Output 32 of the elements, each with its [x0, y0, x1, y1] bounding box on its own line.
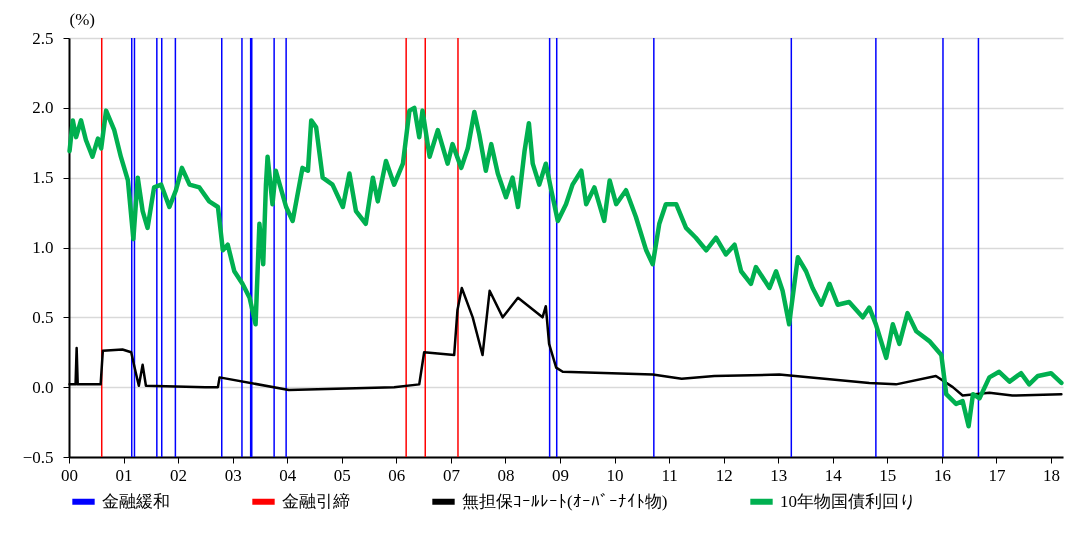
y-tick-label: 1.5 — [32, 168, 54, 188]
ref-line-label: 金融緩和 — [102, 491, 170, 511]
x-tick-label: 06 — [388, 465, 406, 485]
x-tick-label: 18 — [1043, 465, 1060, 485]
y-tick-label: 2.0 — [32, 98, 54, 118]
line-series — [67, 105, 1064, 429]
legend-label: 金融引締 — [282, 491, 350, 511]
x-tick-label: 15 — [879, 465, 897, 485]
x-tick-label: 12 — [715, 465, 733, 485]
x-tick-label: 09 — [552, 465, 569, 485]
x-tick-label: 17 — [988, 465, 1006, 485]
x-tick-label: 11 — [661, 465, 678, 485]
x-tick-label: 08 — [497, 465, 515, 485]
y-axis-title: (%) — [69, 9, 95, 29]
y-tick-label: 2.5 — [32, 28, 54, 48]
legend-label: 無担保ｺｰﾙﾚｰﾄ(ｵｰﾊﾞｰﾅｲﾄ物) — [462, 491, 668, 511]
legend-label: 10年物国債利回り — [780, 491, 916, 511]
x-tick-label: 10 — [606, 465, 624, 485]
y-tick-label: 0.0 — [32, 377, 54, 397]
x-tick-label: 16 — [933, 465, 951, 485]
x-tick-label: 14 — [824, 465, 843, 485]
y-tick-label: 1.0 — [32, 238, 54, 257]
x-tick-label: 04 — [279, 465, 297, 485]
x-tick-label: 05 — [333, 465, 351, 485]
x-tick-label: 13 — [770, 465, 788, 485]
y-tick-label: −0.5 — [22, 447, 54, 467]
y-tick-label: 0.5 — [32, 307, 54, 327]
x-tick-label: 01 — [115, 465, 133, 485]
x-tick-label: 00 — [61, 465, 78, 485]
x-tick-label: 03 — [224, 465, 242, 485]
x-tick-label: 02 — [170, 465, 188, 485]
x-tick-label: 07 — [442, 465, 461, 485]
